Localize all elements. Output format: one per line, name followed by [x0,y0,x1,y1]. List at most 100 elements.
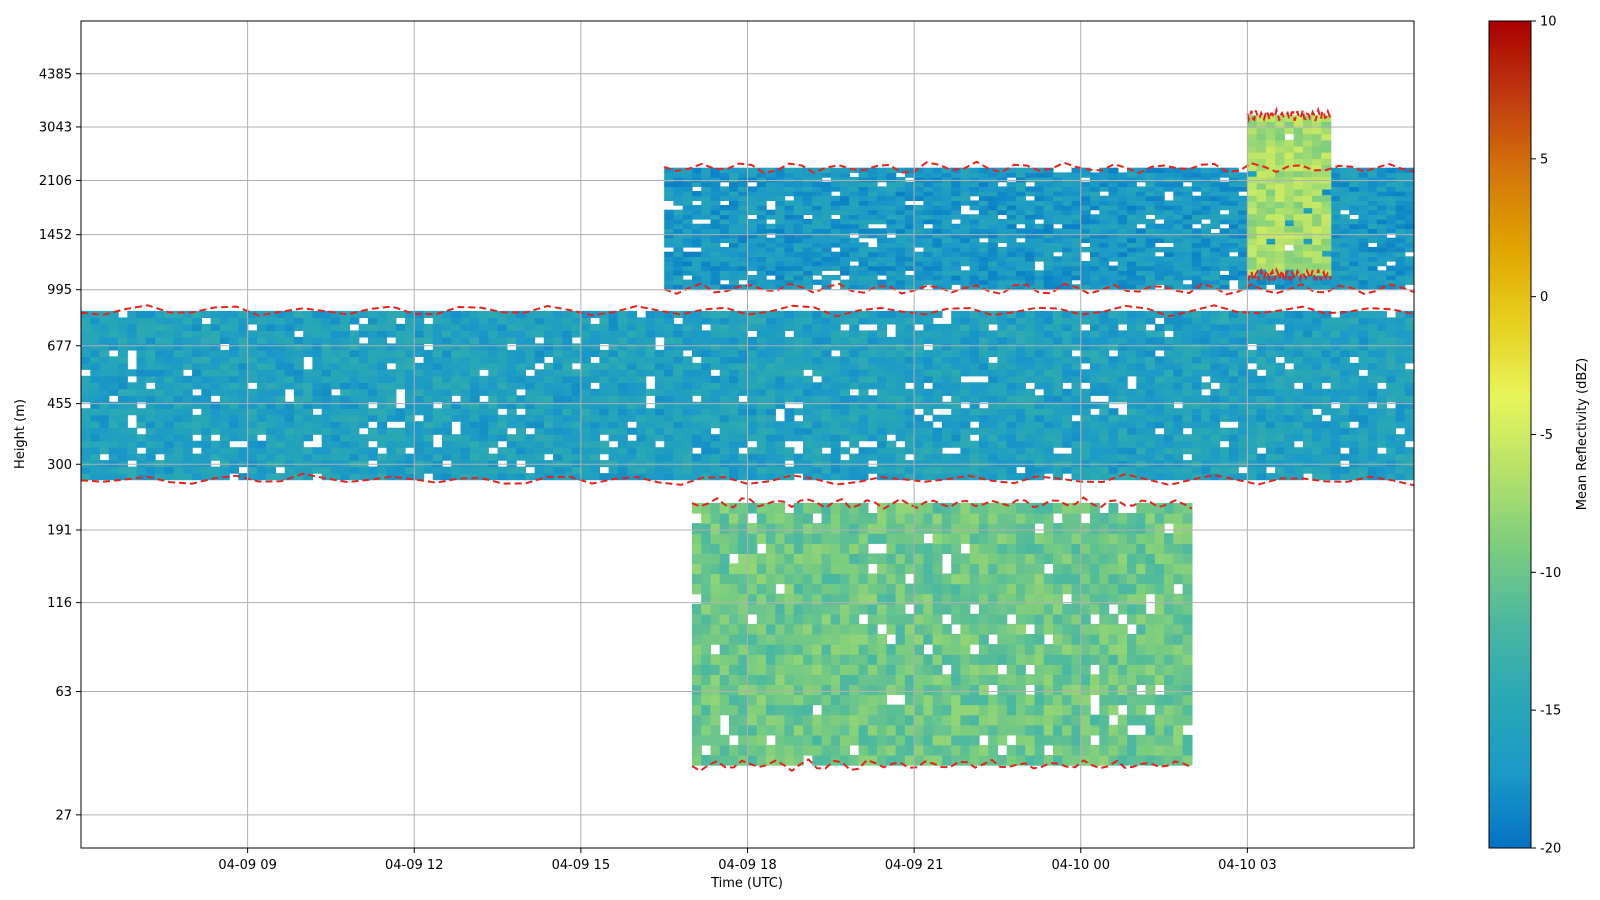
heatmap-cell [590,466,600,474]
heatmap-cell [330,453,341,461]
heatmap-cell [432,395,443,403]
heatmap-cell [1293,421,1304,429]
heatmap-cell [710,181,721,187]
heatmap-cell [951,440,962,448]
heatmap-cell [608,427,619,435]
heatmap-cell [867,466,878,474]
heatmap-cell [330,310,341,318]
heatmap-cell [1164,284,1174,290]
heatmap-cell [997,349,1008,357]
heatmap-cell [886,356,897,364]
heatmap-cell [821,356,832,364]
heatmap-cell [368,330,378,338]
heatmap-cell [960,388,971,396]
heatmap-cell [386,356,397,364]
heatmap-cell [747,200,758,206]
heatmap-cell [710,317,721,325]
heatmap-cell [432,317,443,325]
heatmap-cell [534,388,545,396]
heatmap-cell [1099,195,1110,201]
heatmap-cell [266,362,276,370]
heatmap-cell [1349,427,1360,435]
heatmap-cell [886,427,897,435]
heatmap-cell [1053,343,1063,351]
heatmap-cell [451,362,462,370]
heatmap-cell [849,375,860,383]
heatmap-cell [886,473,897,481]
heatmap-cell [1321,388,1332,396]
heatmap-cell [719,375,730,383]
heatmap-cell [886,336,897,344]
heatmap-cell [951,181,962,187]
heatmap-cell [395,362,406,370]
heatmap-cell [1219,427,1230,435]
heatmap-cell [1302,362,1313,370]
heatmap-cell [840,330,850,338]
heatmap-cell [932,214,943,220]
heatmap-cell [1080,233,1091,239]
heatmap-cell [127,395,138,403]
heatmap-cell [266,434,276,442]
heatmap-cell [1025,460,1036,468]
heatmap-cell [756,427,767,435]
heatmap-cell [1062,284,1073,290]
heatmap-cell [1302,369,1313,377]
heatmap-cell [469,388,480,396]
heatmap-cell [941,421,952,429]
heatmap-cell [293,388,304,396]
heatmap-cell [701,265,712,271]
heatmap-cell [1201,401,1211,409]
heatmap-cell [247,343,258,351]
heatmap-cell [673,191,684,197]
heatmap-cell [692,181,702,187]
heatmap-cell [1256,343,1267,351]
heatmap-cell [201,440,212,448]
heatmap-cell [497,466,508,474]
heatmap-cell [256,388,267,396]
heatmap-cell [775,434,786,442]
heatmap-cell [108,453,119,461]
heatmap-cell [1330,421,1341,429]
heatmap-cell [1228,440,1239,448]
heatmap-cell [1145,447,1156,455]
heatmap-cell [1330,343,1341,351]
heatmap-cell [1265,362,1276,370]
heatmap-cell [1358,375,1369,383]
heatmap-cell [293,460,304,468]
heatmap-cell [145,453,156,461]
heatmap-cell [1247,453,1258,461]
heatmap-cell [793,434,804,442]
heatmap-cell [673,466,684,474]
heatmap-cell [1117,219,1128,225]
heatmap-cell [1127,205,1137,211]
heatmap-cell [710,310,721,318]
heatmap-cell [886,279,897,285]
heatmap-cell [1191,237,1202,243]
heatmap-cell [877,382,887,390]
heatmap-cell [1080,434,1091,442]
heatmap-cell [682,388,693,396]
heatmap-cell [627,460,638,468]
heatmap-cell [1117,228,1128,234]
heatmap-cell [312,382,323,390]
heatmap-cell [682,330,693,338]
heatmap-cell [266,369,276,377]
heatmap-cell [1006,186,1017,192]
heatmap-cell [1339,323,1350,331]
heatmap-cell [1016,261,1026,267]
heatmap-cell [479,466,489,474]
heatmap-cell [1043,466,1054,474]
heatmap-cell [118,427,128,435]
heatmap-cell [608,356,619,364]
heatmap-cell [340,323,351,331]
heatmap-cell [1016,228,1026,234]
heatmap-cell [1228,242,1239,248]
heatmap-cell [1377,466,1387,474]
heatmap-cell [803,270,813,276]
heatmap-cell [238,460,249,468]
heatmap-cell [1006,205,1017,211]
heatmap-cell [682,362,693,370]
heatmap-cell [562,317,573,325]
heatmap-cell [1025,256,1036,262]
heatmap-cell [793,375,804,383]
